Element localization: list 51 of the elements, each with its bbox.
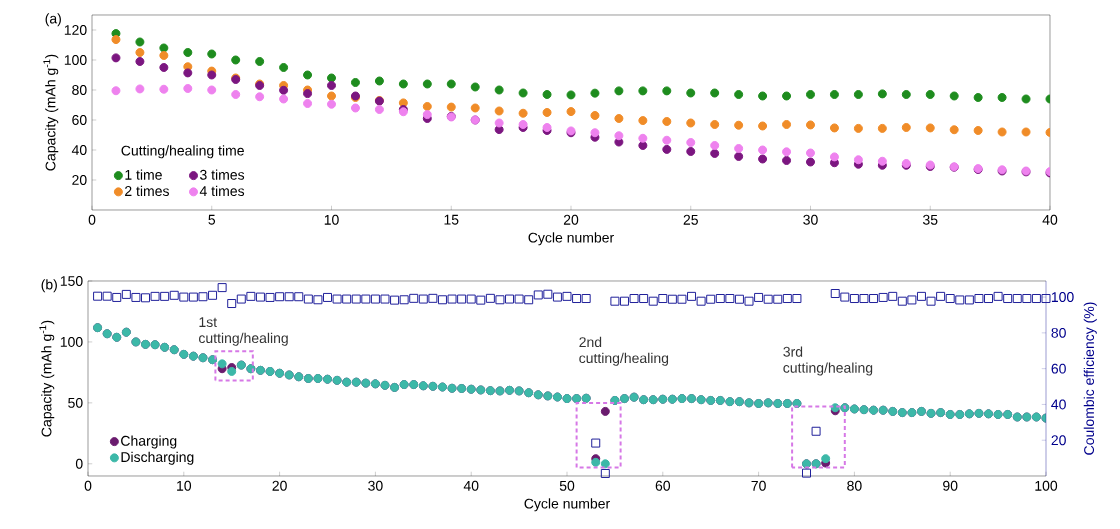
y2-tick-label: 80 [1051,327,1066,338]
annotation: 1st cutting/healing [199,317,288,346]
x-tick-label: 40 [1042,214,1058,225]
legend-title: Cutting/healing time [121,145,244,159]
legend-label: 4 times [199,185,245,197]
annotation: 2nd cutting/healing [579,336,669,366]
x-tick-label: 40 [463,480,479,491]
chart-title: (b) [41,279,57,293]
y-tick-label: 50 [68,397,83,408]
y2-tick-label: 60 [1051,363,1066,374]
x-axis-title: Cycle number [524,498,610,512]
x-tick-label: 20 [563,214,579,225]
x-tick-label: 30 [368,480,383,491]
legend-label: Charging [121,435,177,449]
annotation: 3rd cutting/healing [783,346,873,376]
legend-label: Discharging [121,451,194,465]
y-tick-label: 80 [72,85,87,95]
x-tick-label: 35 [922,214,938,225]
y-tick-label: 40 [71,145,87,155]
x-tick-label: 30 [803,214,818,225]
y-axis-title: Capacity (mAh g$^{-1}$) [39,320,55,437]
y-tick-label: 150 [60,276,83,286]
legend-label: 2 times [125,185,169,197]
x-tick-label: 25 [683,214,698,225]
x-tick-label: 70 [751,480,766,491]
x-tick-label: 50 [559,480,575,491]
x-tick-label: 100 [1035,480,1058,491]
y-tick-label: 0 [75,458,83,469]
y2-tick-label: 40 [1051,399,1066,410]
x-tick-label: 80 [847,480,862,491]
y-tick-label: 100 [64,55,87,65]
x-tick-label: 0 [88,214,96,225]
y-tick-label: 60 [72,115,87,125]
x-axis-title: Cycle number [528,232,614,246]
y-tick-label: 100 [60,336,83,347]
legend-label: 1 time [125,169,162,180]
x-tick-label: 5 [208,214,216,225]
x-tick-label: 10 [177,480,192,491]
y-tick-label: 120 [64,25,87,35]
chart-title: (a) [45,13,61,27]
y2-tick-label: 100 [1051,292,1074,303]
x-tick-label: 20 [272,480,287,491]
y2-axis-title: Coulombic efficiency (%) [1083,302,1097,455]
y-tick-label: 20 [72,175,87,185]
y2-tick-label: 20 [1051,435,1066,446]
legend-label: 3 times [200,169,245,180]
x-tick-label: 10 [324,214,339,225]
y-axis-title: Capacity (mAh g$^{-1}$) [43,54,59,171]
x-tick-label: 60 [655,480,671,491]
x-tick-label: 90 [943,480,958,491]
x-tick-label: 15 [444,214,459,225]
